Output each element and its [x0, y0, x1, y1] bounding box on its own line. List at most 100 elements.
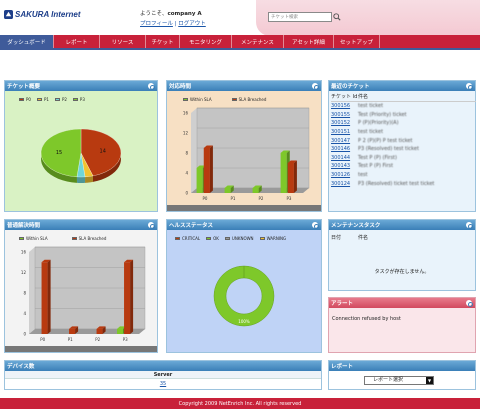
tab-dashboard[interactable]: ダッシュボード — [0, 35, 54, 48]
report-select[interactable]: レポート選択 ▼ — [364, 376, 434, 385]
tab-setup[interactable]: セットアップ — [334, 35, 380, 48]
chart-floor — [191, 188, 309, 193]
panel-header: デバイス数 — [5, 361, 321, 371]
ticket-subject: test ticket — [358, 129, 384, 136]
panel-body: P0 P1 P2 P3 14 15 — [5, 91, 157, 211]
bar-side — [230, 185, 234, 193]
profile-link[interactable]: プロフィール — [140, 21, 173, 27]
legend-label: CRITICAL — [182, 236, 201, 241]
bar-top — [287, 160, 297, 163]
ticket-id-link[interactable]: 300151 — [331, 129, 351, 136]
legend-swatch — [71, 237, 77, 240]
refresh-icon[interactable] — [312, 83, 319, 90]
panel-title: レポート — [331, 364, 354, 370]
bar-top — [41, 259, 51, 263]
bar — [224, 188, 231, 193]
ticket-subject: Test (Priority) ticket — [358, 111, 407, 118]
chart-legend: P0 P1 P2 P3 — [13, 97, 85, 102]
ticket-subject: Test P (P) First — [358, 163, 394, 170]
bar-side — [258, 185, 262, 193]
legend-label: UNKNOWN — [231, 236, 254, 241]
legend-label: P3 — [79, 97, 85, 102]
table-header: 日付 件名 — [331, 234, 476, 241]
ticket-id-link[interactable]: 300155 — [331, 111, 351, 118]
y-tick-label: 8 — [185, 151, 188, 156]
panel-body: Connection refused by host — [329, 308, 475, 352]
refresh-icon[interactable] — [148, 83, 155, 90]
ticket-subject: P3 (Resolved) ticket test ticket — [358, 180, 435, 187]
refresh-icon[interactable] — [312, 222, 319, 229]
health-donut-chart: 100% — [213, 265, 275, 327]
y-tick-label: 4 — [23, 311, 26, 316]
ticket-id-link[interactable]: 300143 — [331, 163, 351, 170]
ticket-id-link[interactable]: 300126 — [331, 172, 351, 179]
refresh-icon[interactable] — [148, 222, 155, 229]
legend-swatch — [224, 237, 230, 240]
legend-label: P2 — [61, 97, 67, 102]
panel-header: 対応時間 — [167, 81, 321, 91]
panel-body: チケット Id 件名 300156 test ticket 300155 Test (… — [329, 91, 476, 211]
tab-asset-details[interactable]: アセット詳細 — [284, 35, 334, 48]
column-header: チケット Id — [331, 94, 358, 100]
welcome-text: ようこそ、company A — [140, 9, 202, 17]
logo[interactable]: SAKURA Internet — [4, 10, 80, 19]
refresh-icon[interactable] — [466, 83, 473, 90]
tab-tickets[interactable]: チケット — [146, 35, 180, 48]
panel-body: Within SLA SLA Breached 0 4 8 12 16 P0 P1 P2 P3 — [5, 230, 157, 352]
ticket-subject: test — [358, 172, 368, 179]
bar-side — [102, 326, 106, 334]
x-tick-label: P1 — [231, 196, 236, 201]
chart-footer-bar — [5, 346, 157, 352]
dropdown-arrow-icon[interactable]: ▼ — [426, 377, 433, 384]
legend-label: SLA Breached — [78, 236, 107, 241]
search-input[interactable]: チケット検索 — [268, 12, 332, 22]
column-header: 件名 — [358, 235, 369, 241]
bar-side — [293, 160, 297, 193]
legend-label: WARNING — [266, 236, 287, 241]
logout-link[interactable]: ログアウト — [178, 21, 206, 27]
ticket-id-link[interactable]: 300124 — [331, 180, 351, 187]
legend-label: SLA Breached — [238, 97, 267, 102]
tab-reports[interactable]: レポート — [54, 35, 100, 48]
panel-header: チケット概要 — [5, 81, 157, 91]
pie-slice-side — [85, 175, 93, 183]
alert-message: Connection refused by host — [332, 316, 401, 322]
ticket-id-link[interactable]: 300152 — [331, 120, 351, 127]
x-tick-label: P0 — [40, 337, 45, 342]
legend-swatch — [19, 237, 24, 240]
bar-side — [209, 145, 213, 193]
bar — [287, 163, 294, 193]
legend-swatch — [183, 98, 188, 101]
tab-maintenance[interactable]: メンテナンス — [232, 35, 284, 48]
panel-header: 最近のチケット — [329, 81, 475, 91]
y-tick-label: 12 — [183, 131, 189, 136]
panel-body: レポート選択 ▼ — [329, 371, 475, 389]
ticket-id-link[interactable]: 300146 — [331, 146, 351, 153]
empty-message: タスクが存在しません。 — [374, 269, 430, 275]
table-row: 300151 test ticket — [331, 128, 476, 137]
search-icon[interactable] — [333, 13, 341, 21]
bar — [196, 168, 203, 193]
server-count-link[interactable]: 35 — [159, 381, 167, 387]
panel-header: アラート — [329, 298, 475, 308]
donut-slice — [213, 265, 275, 327]
resolution-bar-chart: 0 4 8 12 16 P0 P1 P2 P3 — [5, 246, 157, 352]
panel-body: 日付 件名 タスクが存在しません。 — [329, 230, 475, 290]
chart-legend: Within SLA SLA Breached — [13, 236, 106, 241]
table-row: 300144 Test P (P) (First) — [331, 154, 476, 163]
chart-footer-bar — [167, 205, 321, 211]
ticket-id-link[interactable]: 300156 — [331, 103, 351, 110]
tab-monitoring[interactable]: モニタリング — [180, 35, 232, 48]
legend-swatch — [36, 98, 42, 101]
legend-label: Within SLA — [26, 236, 48, 241]
response-bar-chart: 0 4 8 12 16 P0 P1 P2 P3 — [167, 107, 321, 211]
table-row: 300143 Test P (P) First — [331, 162, 476, 171]
refresh-icon[interactable] — [466, 222, 473, 229]
ticket-id-link[interactable]: 300144 — [331, 154, 351, 161]
ticket-subject: test ticket — [358, 103, 384, 110]
welcome-label: ようこそ、 — [140, 11, 168, 17]
refresh-icon[interactable] — [466, 300, 473, 307]
tab-resources[interactable]: リソース — [100, 35, 146, 48]
x-tick-label: P2 — [95, 337, 100, 342]
ticket-id-link[interactable]: 300147 — [331, 137, 351, 144]
